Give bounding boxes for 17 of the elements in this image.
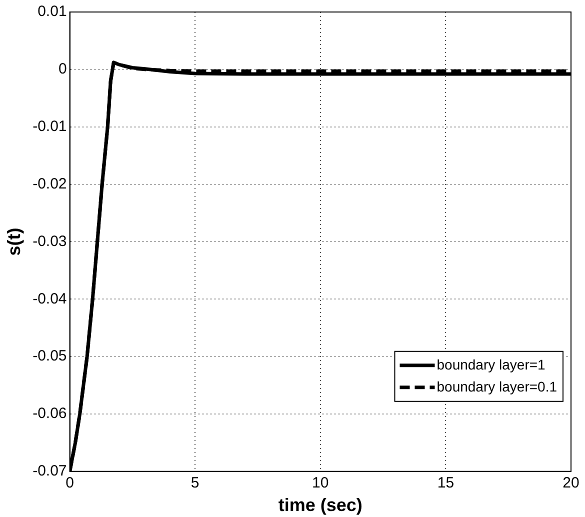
y-tick-label: -0.04 bbox=[32, 290, 67, 308]
y-tick-label: -0.02 bbox=[32, 175, 67, 192]
y-tick-label: -0.03 bbox=[32, 232, 67, 250]
y-axis-title: s(t) bbox=[4, 228, 24, 256]
x-tick-label: 10 bbox=[312, 474, 329, 492]
y-tick-label: -0.05 bbox=[32, 348, 67, 365]
legend-label: boundary layer=1 bbox=[436, 356, 546, 372]
y-tick-label: 0 bbox=[58, 60, 67, 78]
x-axis-title: time (sec) bbox=[278, 495, 362, 516]
y-tick-label: -0.06 bbox=[32, 405, 67, 422]
x-tick-label: 5 bbox=[190, 474, 200, 492]
y-tick-label: -0.01 bbox=[32, 118, 67, 135]
x-tick-label: 20 bbox=[562, 474, 580, 492]
x-tick-label: 15 bbox=[437, 474, 454, 492]
y-tick-label: 0.01 bbox=[38, 3, 67, 20]
y-tick-label: -0.07 bbox=[32, 462, 67, 480]
legend-label: boundary layer=0.1 bbox=[436, 378, 558, 394]
